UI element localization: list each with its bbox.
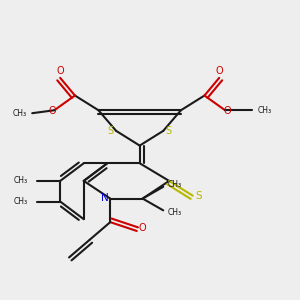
Text: O: O xyxy=(215,66,223,76)
Text: CH₃: CH₃ xyxy=(168,180,182,189)
Text: O: O xyxy=(48,106,56,116)
Text: CH₃: CH₃ xyxy=(168,208,182,217)
Text: CH₃: CH₃ xyxy=(257,106,272,115)
Text: O: O xyxy=(139,223,146,233)
Text: S: S xyxy=(108,126,114,136)
Text: CH₃: CH₃ xyxy=(14,197,28,206)
Text: O: O xyxy=(56,66,64,76)
Text: CH₃: CH₃ xyxy=(14,176,28,185)
Text: CH₃: CH₃ xyxy=(12,109,26,118)
Text: S: S xyxy=(196,190,202,201)
Text: O: O xyxy=(224,106,231,116)
Text: S: S xyxy=(166,126,172,136)
Text: N: N xyxy=(101,193,109,203)
